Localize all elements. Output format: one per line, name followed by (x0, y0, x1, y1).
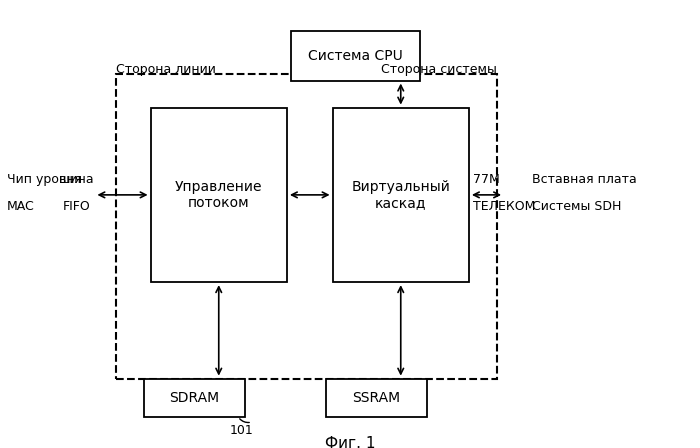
Text: Вставная плата: Вставная плата (532, 172, 637, 186)
Text: Системы SDH: Системы SDH (532, 199, 622, 213)
Text: FIFO: FIFO (63, 199, 91, 213)
Bar (332, 108, 469, 282)
Text: Сторона линии: Сторона линии (116, 63, 216, 76)
Text: Фиг. 1: Фиг. 1 (325, 436, 375, 448)
Text: Управление
потоком: Управление потоком (175, 180, 262, 210)
Bar (150, 108, 287, 282)
Text: 77M: 77M (473, 172, 499, 186)
Bar (144, 379, 245, 417)
Text: MAC: MAC (7, 199, 35, 213)
Text: SDRAM: SDRAM (169, 391, 219, 405)
Text: Чип уровня: Чип уровня (7, 172, 82, 186)
Text: Виртуальный
каскад: Виртуальный каскад (351, 180, 450, 210)
Text: 101: 101 (230, 423, 253, 437)
Bar (326, 379, 427, 417)
Text: ТЕЛЕКОМ: ТЕЛЕКОМ (473, 199, 535, 213)
Bar (116, 74, 497, 379)
Text: Сторона системы: Сторона системы (381, 63, 497, 76)
Bar (290, 31, 420, 81)
Text: шина: шина (60, 172, 94, 186)
Text: Система CPU: Система CPU (308, 49, 402, 63)
Text: SSRAM: SSRAM (352, 391, 400, 405)
